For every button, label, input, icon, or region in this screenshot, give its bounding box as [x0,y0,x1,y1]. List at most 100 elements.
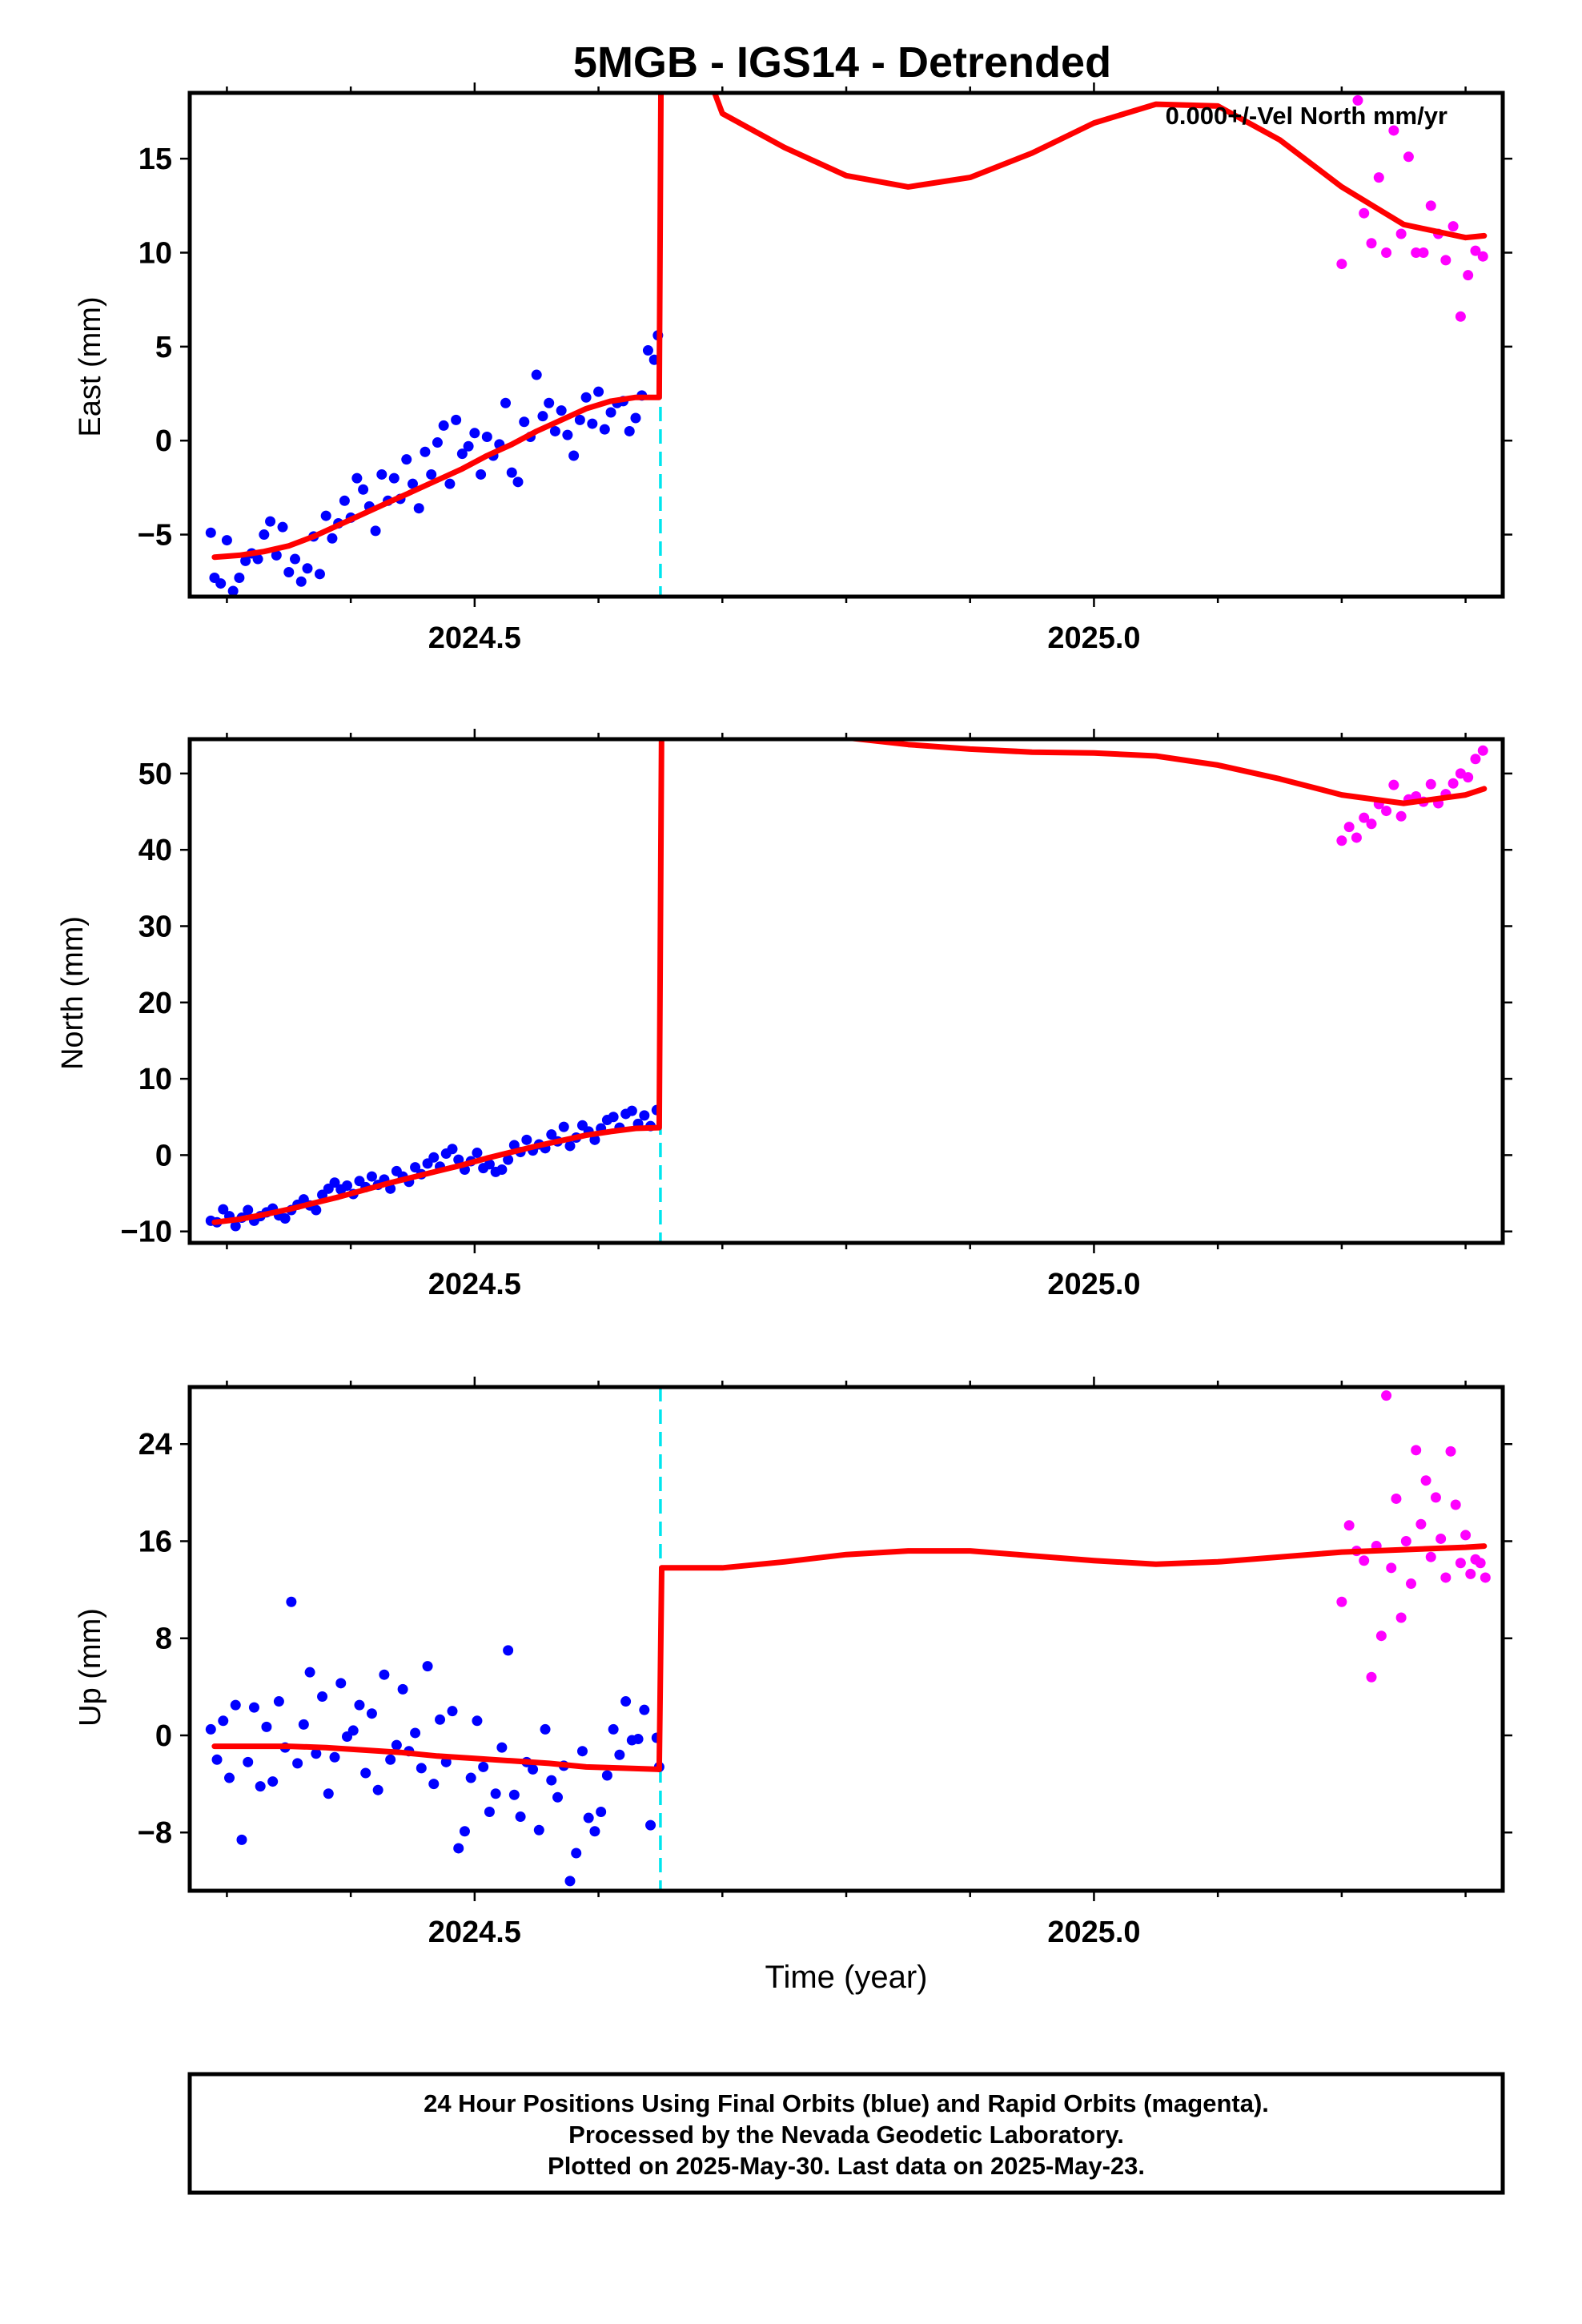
up-blue-point [459,1826,470,1837]
velocity-annotation: 0.000+/-Vel North mm/yr [1166,102,1447,130]
up-blue-point [304,1667,315,1678]
north-magenta-point [1366,818,1377,830]
up-blue-point [311,1748,322,1759]
north-frame [187,737,1505,1245]
east-blue-point [463,440,474,452]
up-xtick-label: 2024.5 [428,1916,521,1949]
north-magenta-point [1447,778,1459,789]
up-blue-point [248,1702,259,1713]
up-blue-point [224,1772,235,1783]
east-blue-point [420,446,431,457]
east-magenta-point [1447,221,1459,232]
north-blue-point [447,1144,458,1155]
up-blue-point [391,1739,402,1751]
footer-line-1: 24 Hour Positions Using Final Orbits (bl… [424,2089,1269,2117]
up-blue-point [347,1725,359,1736]
north-blue-point [366,1171,377,1182]
east-magenta-point [1477,251,1488,262]
up-blue-point [323,1788,334,1799]
north-blue-point [329,1177,340,1188]
up-blue-point [484,1806,495,1817]
up-blue-point [614,1749,625,1760]
up-blue-point [576,1746,588,1757]
east-blue-point [506,467,517,478]
up-blue-point [589,1826,600,1837]
east-blue-point [358,484,369,495]
up-blue-point [596,1806,607,1817]
up-ytick-label: 0 [155,1719,172,1753]
east-blue-point [481,432,492,443]
north-blue-point [546,1129,557,1140]
east-ytick-label: 15 [139,143,172,176]
east-blue-point [537,411,548,422]
up-blue-point [478,1761,489,1772]
east-blue-point [252,553,263,565]
up-blue-point [632,1734,644,1745]
up-magenta-point [1359,1555,1370,1566]
up-blue-point [354,1699,365,1711]
east-blue-point [426,468,437,480]
north-magenta-point [1463,772,1474,783]
up-blue-point [385,1754,396,1765]
up-xtick-label: 2025.0 [1047,1916,1140,1949]
east-blue-point [376,468,387,480]
up-blue-point [533,1824,544,1835]
east-blue-point [351,472,363,484]
north-model-curve [211,739,1488,1225]
east-data-layer [205,93,1488,597]
east-blue-point [401,454,412,465]
east-magenta-point [1336,259,1347,270]
chart-title: 5MGB - IGS14 - Detrended [573,38,1111,86]
east-blue-point [519,416,530,428]
up-magenta-point [1366,1671,1377,1683]
east-blue-point [432,437,443,448]
up-blue-point [508,1789,520,1800]
north-ytick-label: 30 [139,910,172,943]
north-blue-point [230,1220,241,1232]
up-magenta-point [1391,1493,1402,1504]
footer-box: 24 Hour Positions Using Final Orbits (bl… [187,2072,1505,2195]
east-blue-point [234,573,245,584]
up-blue-point [255,1781,266,1792]
north-magenta-point [1388,779,1399,790]
east-blue-point [320,510,331,521]
north-ytick-label: 10 [139,1063,172,1096]
up-magenta-point [1406,1578,1417,1590]
east-blue-point [290,553,301,565]
north-blue-point [558,1121,569,1132]
up-blue-point [366,1708,377,1719]
north-plot-area: −10 0 10 20 30 40 50 2024.5 2025.0 [121,729,1512,1301]
up-blue-point [428,1779,440,1790]
north-blue-point [341,1180,352,1192]
east-xtick-label: 2024.5 [428,621,521,655]
up-magenta-point [1425,1551,1436,1562]
up-blue-point [372,1784,383,1795]
up-plot-area: −8 0 8 16 24 2024.5 2025.0 [138,1377,1512,1949]
up-blue-point [410,1727,421,1739]
up-blue-point [335,1678,347,1689]
footer-line-3: Plotted on 2025-May-30. Last data on 202… [548,2152,1145,2180]
east-blue-point [574,414,585,425]
north-magenta-point [1359,812,1370,823]
up-blue-point [243,1756,254,1767]
east-ytick-label: 5 [155,331,172,364]
up-blue-point [490,1788,501,1799]
up-magenta-point [1336,1596,1347,1607]
north-xtick-label: 2025.0 [1047,1268,1140,1301]
up-magenta-point [1445,1445,1456,1457]
up-blue-point [645,1819,656,1831]
up-blue-point [564,1876,576,1887]
up-blue-point [571,1848,582,1859]
up-blue-point [447,1706,458,1717]
east-blue-point [295,576,307,587]
east-magenta-point [1359,207,1370,219]
up-blue-point [503,1645,514,1656]
east-blue-point [265,516,276,527]
east-blue-point [642,345,653,356]
up-blue-point [583,1812,594,1823]
footer-frame [187,2072,1505,2195]
north-ytick-label: 0 [155,1139,172,1172]
east-blue-point [593,386,604,397]
up-magenta-point [1475,1558,1486,1569]
